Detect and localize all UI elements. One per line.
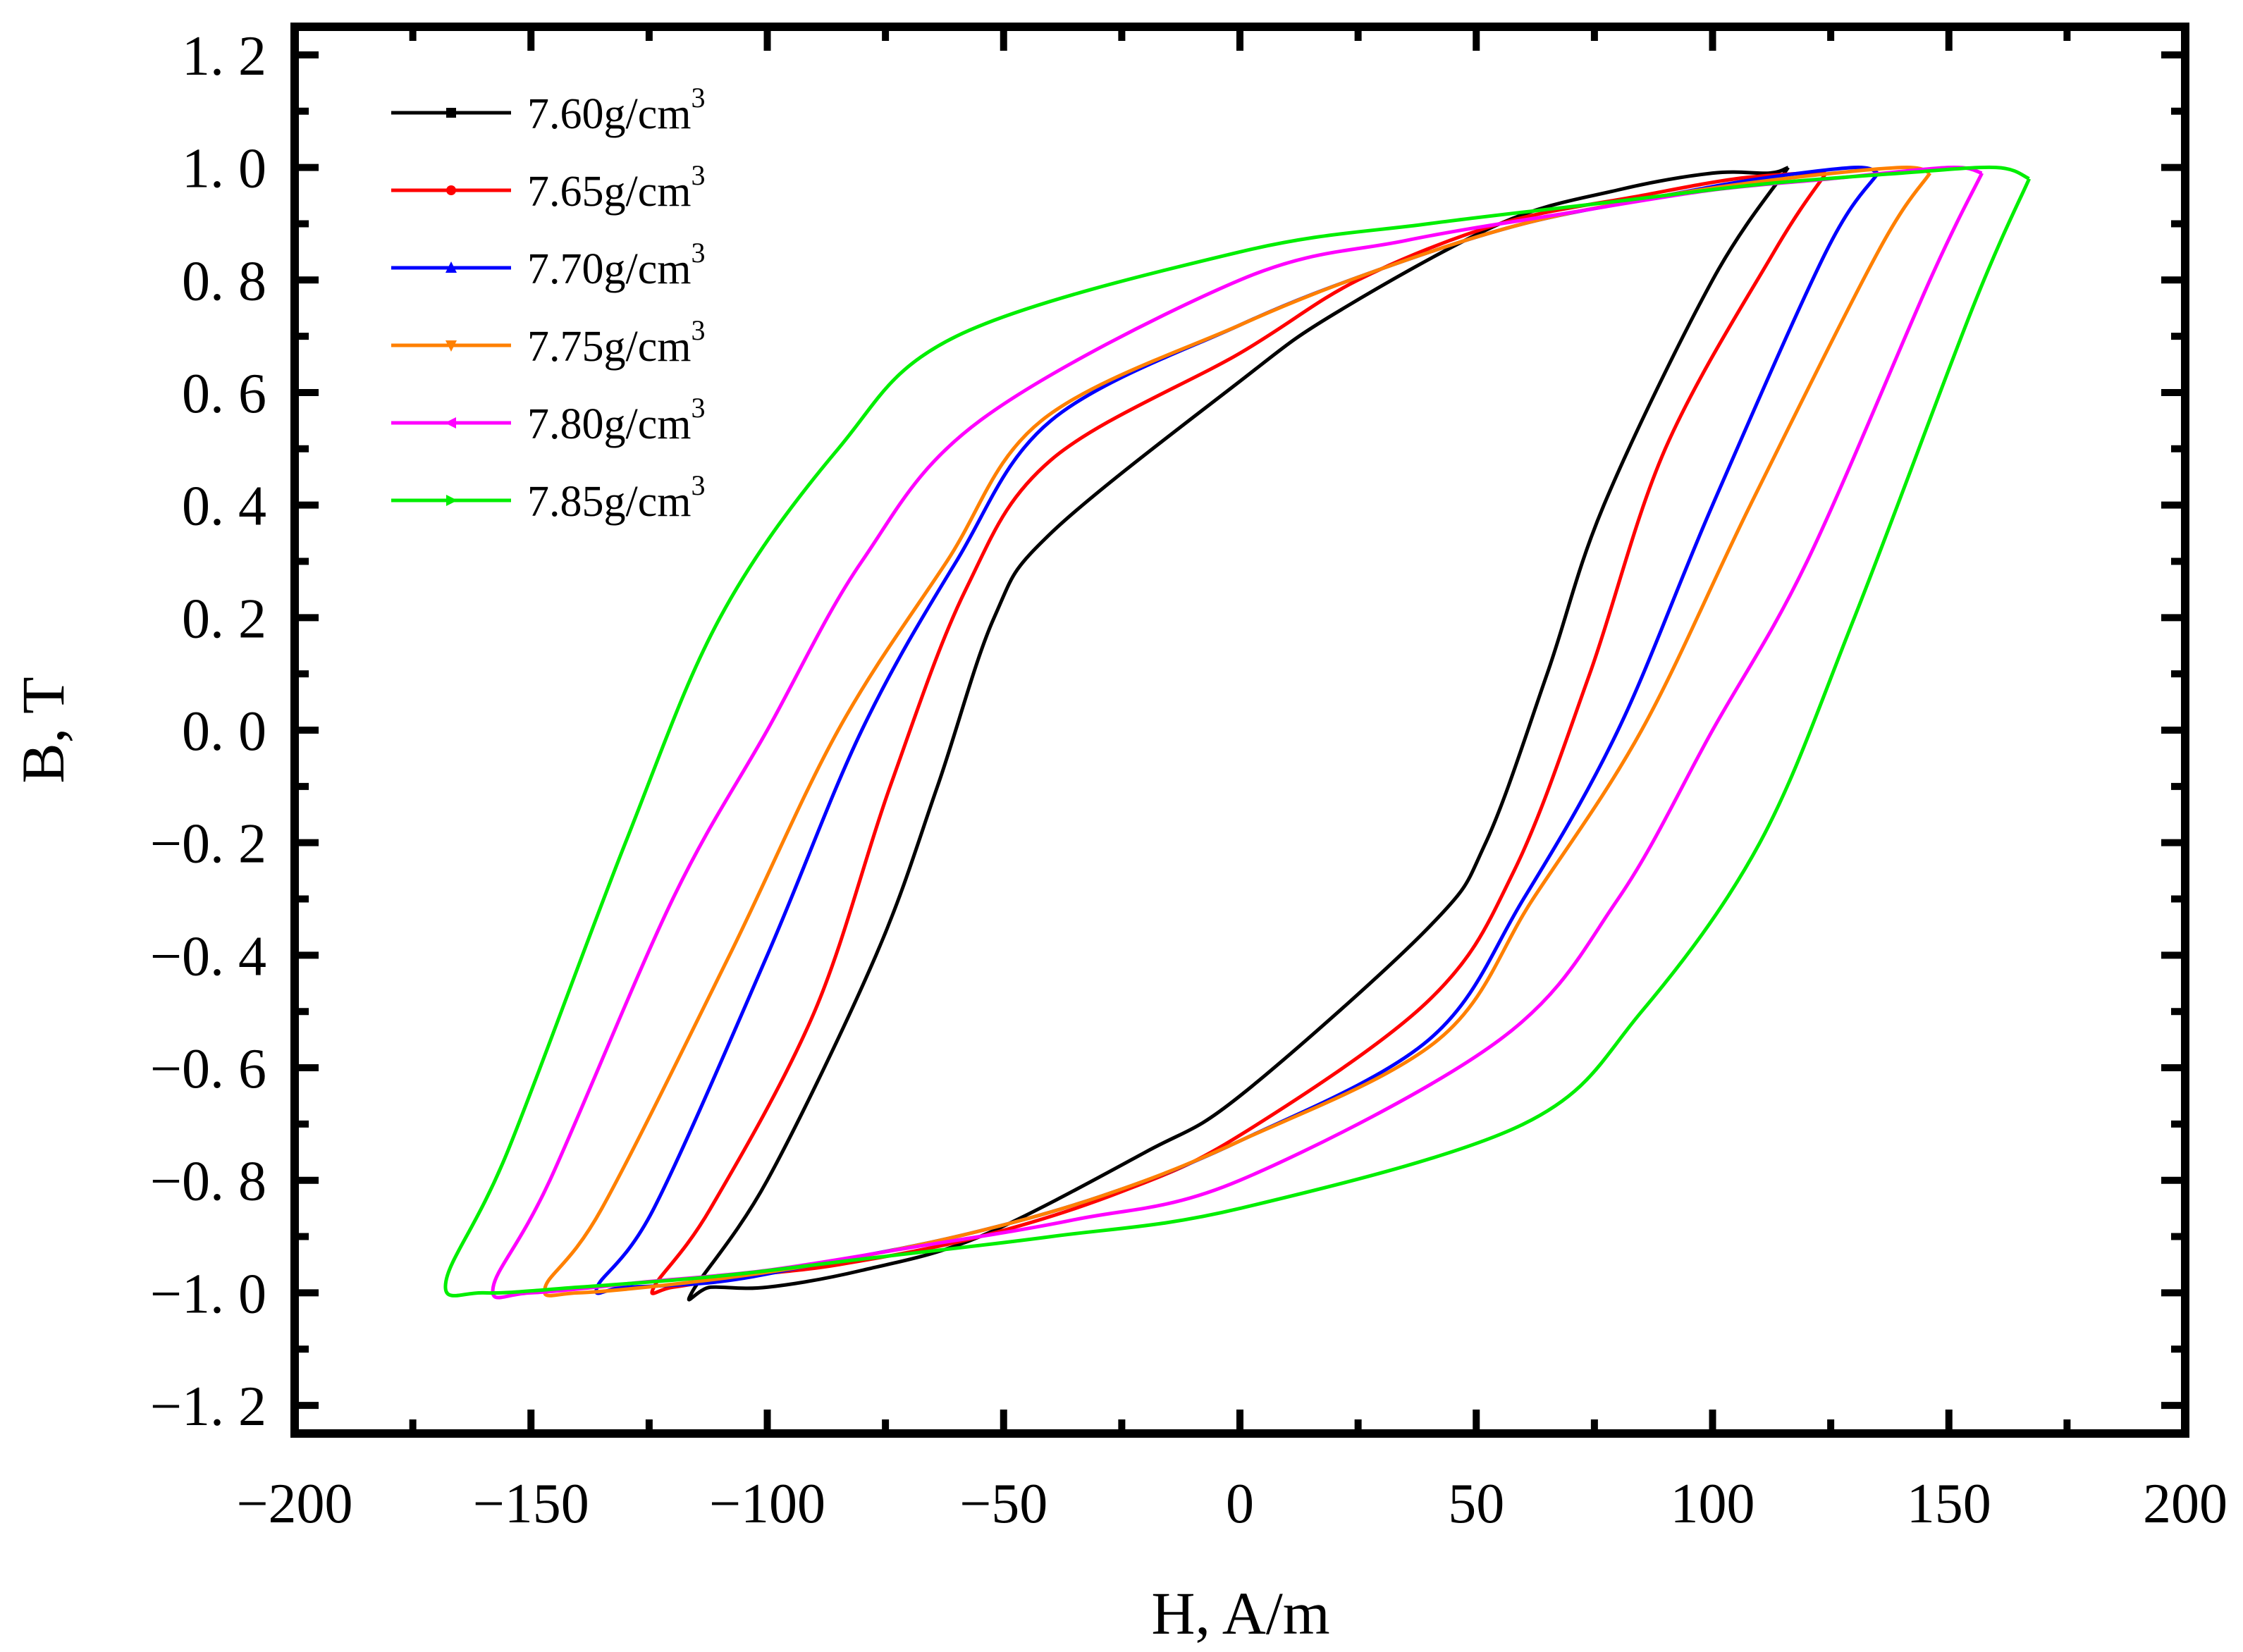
legend-superscript: 3 [691,469,705,501]
x-tick-label: 50 [1448,1473,1504,1535]
legend-item: 7.60g/cm3 [391,82,705,138]
legend-marker [446,108,456,118]
series-curve-1 [687,166,1790,1302]
y-tick-label: 0. 0 [182,701,266,763]
ticks-layer [291,27,2189,1434]
legend-marker [445,340,457,352]
legend-superscript: 3 [691,237,705,269]
y-tick-label: 0. 4 [182,476,266,538]
y-axis-label: B, T [9,677,77,783]
legend-label: 7.85g/cm3 [527,469,705,526]
legend-label: 7.75g/cm3 [527,314,705,371]
y-tick-label: 0. 2 [182,588,266,650]
x-axis-label: H, A/m [1151,1579,1329,1647]
y-tick-label: −1. 0 [150,1263,266,1325]
x-tick-label: −50 [959,1473,1047,1535]
x-tick-label: −200 [236,1473,352,1535]
x-tick-labels: −200 −150 −100 −50 0 50 100 150 200 [236,1473,2227,1535]
curves-layer [443,165,2031,1302]
y-tick-label: −0. 6 [150,1038,266,1100]
legend-label: 7.65g/cm3 [527,159,705,216]
x-tick-label: 0 [1226,1473,1254,1535]
legend-superscript: 3 [691,314,705,346]
legend-marker [445,261,457,273]
legend-label: 7.70g/cm3 [527,237,705,293]
series-curve-6 [443,165,2031,1297]
legend-marker [446,495,457,506]
y-tick-labels: 1. 2 1. 0 0. 8 0. 6 0. 4 0. 2 0. 0 −0. 2 −0. 4 −0… [150,25,266,1438]
y-tick-label: −0. 8 [150,1151,266,1213]
legend-marker [446,185,456,195]
plot-frame [290,23,2189,1438]
legend: 7.60g/cm3 7.65g/cm3 7.70g/cm3 7.75g/cm3 7.80… [391,82,705,526]
legend-label: 7.80g/cm3 [527,392,705,448]
x-tick-label: −150 [473,1473,589,1535]
legend-item: 7.75g/cm3 [391,314,705,371]
series-curve-2 [650,171,1828,1295]
series-curve-4 [542,166,1931,1297]
y-tick-label: 1. 2 [182,25,266,87]
y-tick-label: 0. 6 [182,363,266,425]
legend-item: 7.80g/cm3 [391,392,705,448]
x-tick-label: 100 [1671,1473,1755,1535]
legend-superscript: 3 [691,159,705,191]
legend-item: 7.85g/cm3 [391,469,705,526]
x-tick-label: 150 [1907,1473,1991,1535]
y-tick-label: −1. 2 [150,1376,266,1438]
y-tick-label: 1. 0 [182,138,266,200]
y-tick-label: 0. 8 [182,250,266,312]
legend-item: 7.70g/cm3 [391,237,705,293]
x-tick-label: −100 [709,1473,825,1535]
legend-superscript: 3 [691,392,705,424]
legend-superscript: 3 [691,82,705,113]
x-tick-label: 200 [2143,1473,2227,1535]
y-tick-label: −0. 2 [150,813,266,875]
legend-label: 7.60g/cm3 [527,82,705,138]
legend-marker [445,417,456,429]
legend-item: 7.65g/cm3 [391,159,705,216]
series-curve-3 [594,166,1880,1295]
y-tick-label: −0. 4 [150,925,266,987]
series-curve-5 [491,166,1984,1300]
